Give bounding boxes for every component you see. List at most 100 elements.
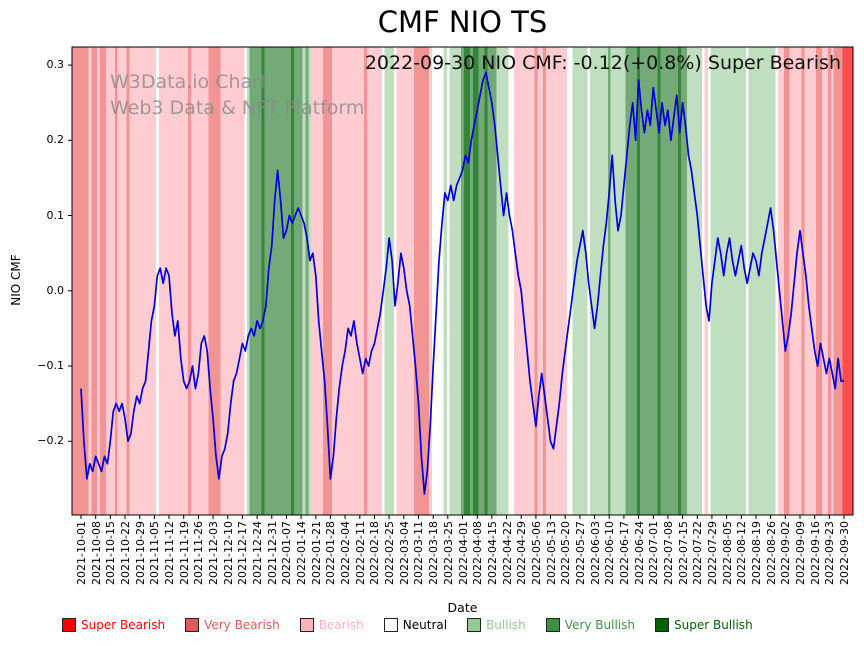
legend-swatch-icon	[655, 618, 669, 632]
x-tick-label: 2022-08-12	[735, 521, 749, 585]
x-tick-label: 2022-07-15	[676, 521, 690, 585]
sentiment-band	[789, 47, 802, 515]
cmf-line	[80, 71, 844, 495]
x-tick-label: 2021-10-01	[75, 521, 88, 585]
y-tick-label: 0.2	[46, 133, 65, 147]
sentiment-band	[543, 47, 547, 515]
x-tick-label: 2022-08-26	[764, 521, 778, 585]
x-tick-label: 2022-06-24	[632, 521, 646, 585]
sentiment-band	[821, 47, 829, 515]
chart-title: CMF NIO TS	[377, 5, 548, 39]
legend-label: Super Bearish	[81, 618, 166, 632]
legend-label: Neutral	[402, 618, 448, 632]
x-tick-label: 2022-04-29	[515, 521, 529, 585]
legend-label: Super Bullish	[674, 618, 753, 632]
x-tick-label: 2022-07-01	[647, 521, 661, 585]
x-tick-label: 2022-09-09	[793, 521, 807, 585]
x-tick-label: 2022-01-07	[280, 521, 294, 585]
x-tick-label: 2022-04-01	[456, 521, 470, 585]
sentiment-band	[801, 47, 805, 515]
sentiment-band	[443, 47, 447, 515]
x-tick-label: 2022-05-06	[529, 521, 543, 585]
x-tick-label: 2022-03-04	[397, 521, 411, 585]
x-tick-label: 2022-09-02	[779, 521, 793, 585]
sentiment-band	[827, 47, 832, 515]
legend-swatch-icon	[185, 618, 200, 632]
legend-item: Very Bullish	[545, 618, 635, 632]
x-axis-label: Date	[447, 600, 478, 615]
x-tick-label: 2021-10-08	[89, 521, 103, 585]
x-tick-label: 2022-05-13	[544, 521, 558, 585]
x-tick-label: 2022-02-25	[383, 521, 397, 585]
legend-swatch-icon	[62, 618, 76, 632]
sentiment-band	[100, 47, 107, 515]
sentiment-band	[97, 47, 101, 515]
x-tick-label: 2022-05-27	[573, 521, 587, 585]
x-tick-label: 2022-01-21	[309, 521, 323, 585]
sentiment-band	[657, 47, 661, 515]
x-tick-label: 2021-11-05	[148, 521, 162, 585]
x-tick-label: 2022-03-25	[441, 521, 455, 585]
sentiment-band	[126, 47, 130, 515]
sentiment-band	[249, 47, 262, 515]
sentiment-band	[88, 47, 92, 515]
sentiment-band	[607, 47, 612, 515]
legend-item: Super Bullish	[655, 618, 753, 632]
x-tick-label: 2022-05-20	[559, 521, 573, 585]
sentiment-band	[220, 47, 245, 515]
x-tick-label: 2022-04-22	[500, 521, 514, 585]
x-tick-label: 2022-09-30	[838, 521, 851, 585]
y-tick-label: −0.1	[37, 359, 64, 373]
sentiment-band	[305, 47, 309, 515]
legend-item: Super Bearish	[62, 618, 165, 632]
sentiment-band	[246, 47, 251, 515]
sentiment-band	[625, 47, 638, 515]
sentiment-band	[830, 47, 835, 515]
sentiment-band	[478, 47, 485, 515]
sentiment-band	[364, 47, 368, 515]
x-tick-label: 2022-08-19	[749, 521, 763, 585]
legend-swatch-icon	[467, 618, 482, 632]
y-tick-label: 0.1	[46, 208, 65, 222]
sentiment-band	[72, 47, 89, 515]
sentiment-band	[816, 47, 823, 515]
sentiment-band	[660, 47, 679, 515]
sentiment-band	[833, 47, 843, 515]
sentiment-band	[704, 47, 708, 515]
sentiment-band	[91, 47, 98, 515]
x-tick-label: 2022-01-14	[295, 521, 309, 585]
sentiment-band	[290, 47, 295, 515]
cmf-annotation: 2022-09-30 NIO CMF: -0.12(+0.8%) Super B…	[364, 52, 841, 74]
sentiment-band	[367, 47, 383, 515]
legend-item: Bearish	[299, 618, 364, 632]
sentiment-band	[496, 47, 509, 515]
x-tick-label: 2022-06-10	[603, 521, 617, 585]
x-tick-label: 2022-07-08	[661, 521, 675, 585]
x-tick-label: 2022-02-04	[339, 521, 353, 585]
legend-item: Neutral	[383, 618, 448, 632]
sentiment-band	[331, 47, 365, 515]
legend-item: Bullish	[467, 618, 526, 632]
x-tick-label: 2022-07-22	[691, 521, 705, 585]
x-tick-label: 2021-10-22	[119, 521, 133, 585]
x-tick-label: 2021-12-10	[221, 521, 235, 585]
x-tick-label: 2022-02-11	[353, 521, 367, 585]
sentiment-band	[748, 47, 776, 515]
y-tick-label: 0.0	[46, 283, 65, 297]
sentiment-band	[783, 47, 791, 515]
sentiment-band	[117, 47, 127, 515]
sentiment-band	[293, 47, 303, 515]
legend-item: Very Bearish	[185, 618, 280, 632]
sentiment-band	[572, 47, 588, 515]
sentiment-band	[487, 47, 497, 515]
sentiment-band	[534, 47, 538, 515]
x-tick-label: 2022-07-29	[705, 521, 719, 585]
legend-swatch-icon	[299, 618, 314, 632]
x-tick-label: 2021-12-24	[251, 521, 265, 585]
sentiment-band	[681, 47, 688, 515]
legend-label: Very Bearish	[204, 618, 280, 632]
sentiment-band	[384, 47, 394, 515]
sentiment-band	[461, 47, 465, 515]
